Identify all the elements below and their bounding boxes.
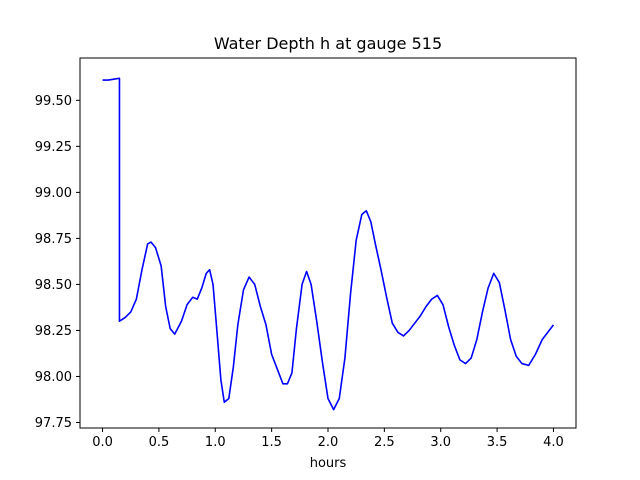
x-tick-label: 4.0 <box>543 435 564 450</box>
y-tick-label: 99.00 <box>35 186 72 201</box>
x-tick-label: 1.0 <box>205 435 226 450</box>
x-axis: 0.0 0.5 1.0 1.5 2.0 2.5 3.0 3.5 4.0 <box>92 428 564 450</box>
x-tick-label: 3.0 <box>430 435 451 450</box>
chart-title: Water Depth h at gauge 515 <box>214 34 442 53</box>
y-tick-label: 98.75 <box>35 232 72 247</box>
x-tick-label: 0.0 <box>92 435 113 450</box>
y-tick-label: 99.50 <box>35 94 72 109</box>
x-tick-label: 0.5 <box>149 435 170 450</box>
x-tick-label: 2.0 <box>318 435 339 450</box>
y-tick-label: 98.50 <box>35 278 72 293</box>
y-tick-label: 98.25 <box>35 324 72 339</box>
series-line-0 <box>102 77 555 411</box>
series-layer <box>102 77 555 411</box>
x-tick-label: 3.5 <box>487 435 508 450</box>
y-tick-label: 97.75 <box>35 416 72 431</box>
y-tick-label: 98.00 <box>35 370 72 385</box>
y-axis: 97.75 98.00 98.25 98.50 98.75 99.00 99.25 99.50 <box>35 94 80 431</box>
y-tick-label: 99.25 <box>35 140 72 155</box>
x-axis-title: hours <box>310 456 347 471</box>
x-tick-label: 2.5 <box>374 435 395 450</box>
x-tick-label: 1.5 <box>261 435 282 450</box>
